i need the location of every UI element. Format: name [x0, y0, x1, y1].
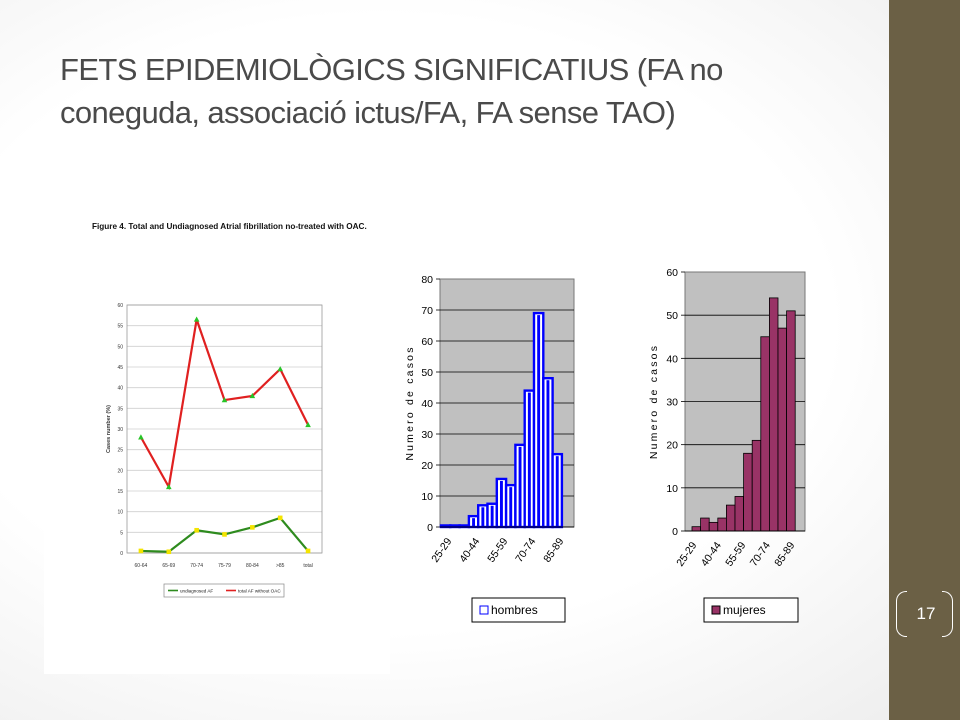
- chart1-ytick-label: 0: [120, 551, 123, 557]
- chart1-ytick-label: 35: [117, 406, 123, 412]
- chart1-title: Figure 4. Total and Undiagnosed Atrial f…: [92, 222, 367, 231]
- chart2-xtick-label: 55-59: [485, 536, 510, 565]
- chart2-bar-inner: [509, 487, 513, 526]
- chart2-ytick-label: 50: [421, 367, 433, 379]
- chart1-point: [305, 548, 311, 554]
- chart3-bar: [751, 439, 762, 532]
- chart1-point: [249, 392, 256, 399]
- chart1-point: [166, 549, 172, 555]
- chart1-point: [277, 515, 283, 521]
- chart2-xtick-label: 40-44: [457, 536, 482, 565]
- chart1-ytick-label: 15: [117, 489, 123, 495]
- chart1-point: [221, 397, 228, 403]
- chart2-bar-inner: [472, 518, 475, 526]
- chart1-xtick-label: 65-69: [162, 563, 175, 569]
- chart1-point: [305, 421, 311, 428]
- chart3-ylabel: Numero de casos: [648, 344, 660, 459]
- chart1-series-line-1: [139, 319, 310, 491]
- chart3-bar: [760, 336, 770, 532]
- chart1-xtick-label: >85: [276, 563, 285, 569]
- chart2-ytick-label: 40: [421, 398, 433, 410]
- slide-title: FETS EPIDEMIOLÒGICS SIGNIFICATIUS (FA no…: [60, 52, 723, 130]
- chart2-bar-inner: [527, 392, 531, 526]
- chart2-ytick-label: 20: [421, 460, 433, 472]
- chart2-bar-inner: [555, 456, 559, 526]
- chart1-point: [222, 532, 227, 537]
- chart3-legend-label: mujeres: [723, 603, 766, 617]
- chart1-ytick-label: 50: [117, 344, 123, 350]
- chart2-bar-inner: [490, 505, 494, 526]
- chart2-legend-label: hombres: [491, 603, 538, 617]
- chart3-xtick-label: 85-89: [772, 540, 797, 569]
- chart3-bar: [777, 327, 788, 532]
- chart2-bar-inner: [500, 480, 503, 526]
- chart3-ytick-label: 30: [666, 397, 678, 409]
- chart2-ytick-label: 30: [421, 429, 433, 441]
- chart1-point: [138, 548, 144, 554]
- chart2-ytick-label: 10: [421, 491, 433, 503]
- chart3-bar: [769, 297, 779, 532]
- chart1-xtick-label: total: [303, 563, 312, 569]
- chart1-point: [138, 434, 144, 440]
- chart3-bar: [726, 504, 736, 532]
- chart2-xtick-label: 25-29: [429, 536, 454, 565]
- chart3-bar: [786, 310, 796, 532]
- chart1-legend-label: undiagnosed AF: [180, 589, 213, 594]
- chart2-bar-inner: [537, 315, 541, 526]
- chart2-xtick-label: 70-74: [513, 536, 538, 565]
- chart3-xtick-label: 40-44: [699, 540, 724, 569]
- chart2-ylabel: Numero de casos: [404, 345, 416, 460]
- chart1-ytick-label: 5: [120, 530, 123, 536]
- chart3-legend-swatch: [711, 605, 721, 615]
- chart2-bar-inner: [481, 507, 485, 526]
- page-number: 17: [916, 604, 936, 623]
- chart1-point: [194, 527, 199, 533]
- chart1-ytick-label: 30: [117, 427, 123, 433]
- chart2-xtick-label: 85-89: [541, 536, 566, 565]
- chart1-xtick-label: 75-79: [218, 563, 231, 569]
- chart1-point: [193, 316, 200, 322]
- chart1-xtick-label: 70-74: [190, 563, 203, 569]
- chart3-ytick-label: 0: [672, 526, 678, 538]
- chart1-ytick-label: 10: [117, 510, 123, 516]
- chart3-bar: [734, 496, 745, 532]
- chart1-ytick-label: 55: [117, 324, 123, 330]
- chart1-point: [165, 483, 172, 490]
- chart1-point: [250, 525, 255, 530]
- chart1-ytick-label: 40: [117, 386, 123, 392]
- chart3-bar: [691, 526, 702, 532]
- chart1-ytick-label: 20: [117, 468, 123, 474]
- chart2-bar-inner: [518, 446, 522, 526]
- chart1-legend-label: total AF without OAC: [238, 589, 281, 594]
- chart3-bar: [708, 521, 719, 532]
- chart3-ytick-label: 10: [666, 483, 678, 495]
- chart2-bar-inner: [546, 380, 550, 526]
- chart3-ytick-label: 20: [666, 440, 678, 452]
- chart3-xtick-label: 70-74: [748, 540, 773, 569]
- chart3-ytick-label: 40: [666, 353, 678, 365]
- chart1-legend-box: [163, 583, 285, 598]
- chart1-xtick-label: 80-84: [246, 563, 259, 569]
- chart2-ytick-label: 70: [421, 305, 433, 317]
- chart1-plot-frame: [126, 304, 323, 554]
- chart1-ytick-label: 25: [117, 448, 123, 454]
- chart2-legend-swatch: [479, 605, 489, 615]
- chart3-bar: [700, 517, 710, 532]
- chart1-ylabel: Cases number (%): [106, 405, 112, 453]
- chart1-ytick-label: 45: [117, 365, 123, 371]
- chart2-ytick-label: 60: [421, 336, 433, 348]
- chart3-ytick-label: 50: [666, 310, 678, 322]
- chart1-ytick-label: 60: [117, 303, 123, 309]
- chart3-ytick-label: 60: [666, 267, 678, 279]
- chart3-xtick-label: 25-29: [674, 540, 699, 569]
- chart2-ytick-label: 80: [421, 274, 433, 286]
- chart2-ytick-label: 0: [427, 522, 433, 534]
- chart3-bar: [717, 517, 727, 532]
- chart1-point: [277, 366, 284, 372]
- chart3-xtick-label: 55-59: [723, 540, 748, 569]
- chart1-xtick-label: 60-64: [135, 563, 148, 569]
- chart3-bar: [743, 452, 753, 532]
